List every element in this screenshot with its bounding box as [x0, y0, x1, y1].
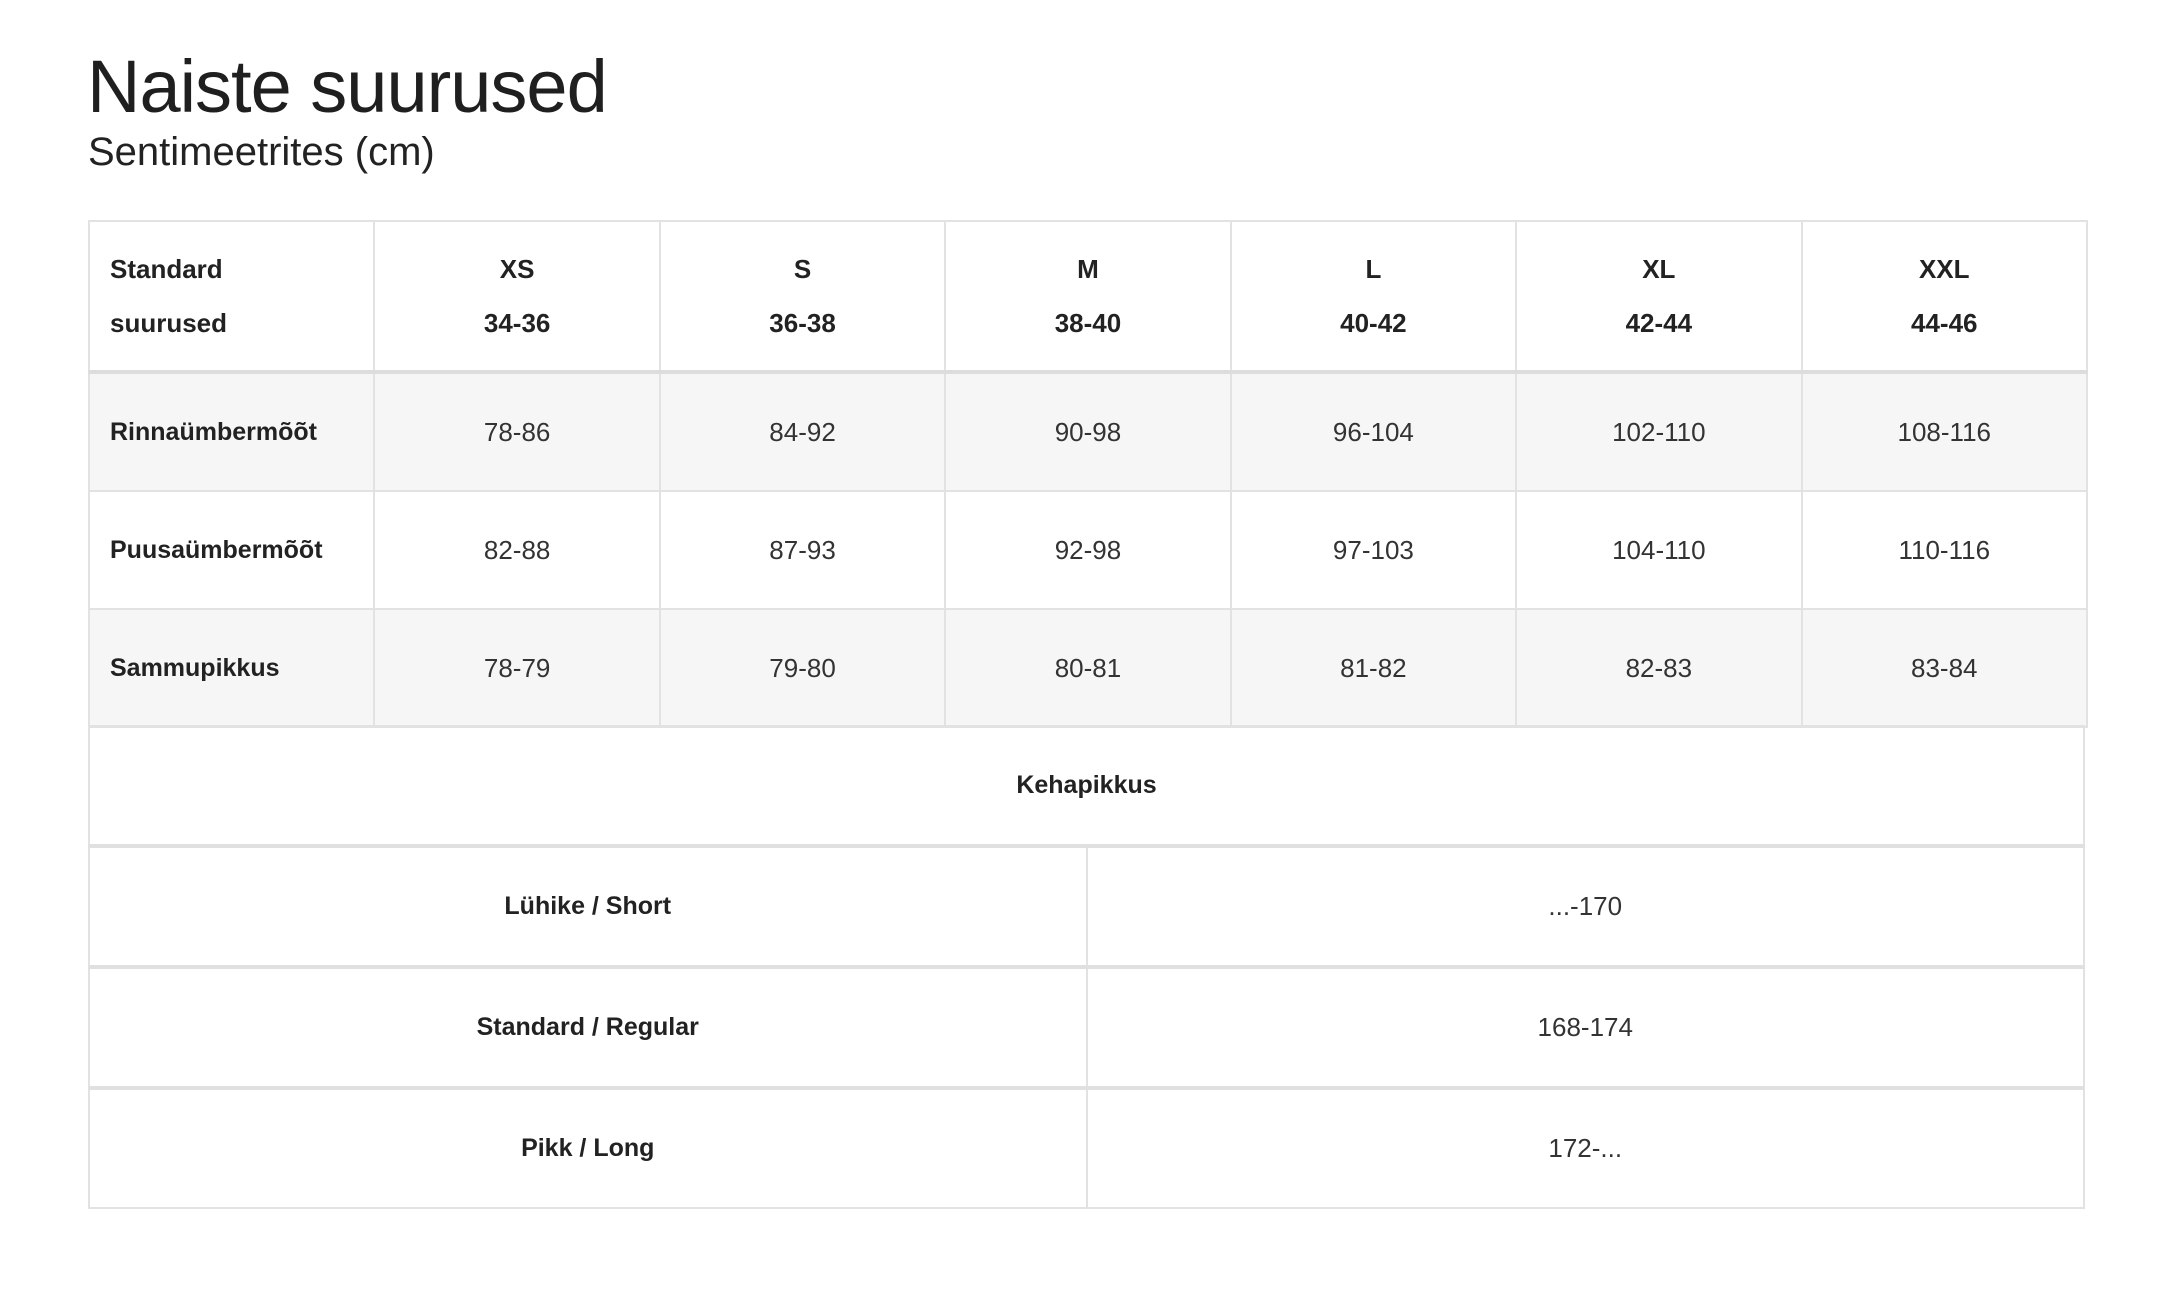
length-heading: Kehapikkus: [88, 725, 2085, 848]
table-row: Puusaümbermõõt 82-88 87-93 92-98 97-103 …: [87, 490, 2089, 610]
length-value: 168-174: [1085, 966, 2085, 1090]
header-size-xs: XS 34-36: [373, 220, 661, 374]
table-cell: 87-93: [658, 490, 947, 610]
length-label: Pikk / Long: [88, 1087, 1088, 1209]
table-cell: 96-104: [1229, 371, 1518, 492]
row-label: Puusaümbermõõt: [87, 490, 376, 610]
length-row: Pikk / Long 172-...: [88, 1087, 2085, 1209]
header-size-s: S 36-38: [658, 220, 947, 374]
row-label: Rinnaümbermõõt: [87, 371, 376, 492]
table-cell: 104-110: [1515, 490, 1803, 610]
page-title: Naiste suurused: [87, 45, 608, 128]
header-label-line2: suurused: [110, 308, 228, 338]
page-subtitle: Sentimeetrites (cm): [88, 130, 435, 174]
header-size-l: L 40-42: [1229, 220, 1518, 374]
table-cell: 92-98: [944, 490, 1232, 610]
table-row: Rinnaümbermõõt 78-86 84-92 90-98 96-104 …: [87, 371, 2089, 492]
length-label: Standard / Regular: [88, 966, 1088, 1090]
table-cell: 79-80: [658, 608, 947, 728]
length-value: ...-170: [1085, 845, 2085, 969]
table-cell: 83-84: [1800, 608, 2089, 728]
table-row: Sammupikkus 78-79 79-80 80-81 81-82 82-8…: [87, 608, 2089, 728]
table-cell: 108-116: [1800, 371, 2089, 492]
table-cell: 82-88: [373, 490, 661, 610]
table-cell: 81-82: [1229, 608, 1518, 728]
length-heading-row: Kehapikkus: [88, 725, 2085, 848]
header-size-m: M 38-40: [944, 220, 1232, 374]
table-cell: 78-86: [373, 371, 661, 492]
body-length-table: Kehapikkus Lühike / Short ...-170 Standa…: [88, 725, 2085, 1209]
table-header-row: Standard suurused XS 34-36 S 36-38 M 38-40 L…: [87, 220, 2089, 374]
header-label: Standard suurused: [87, 220, 376, 374]
table-cell: 82-83: [1515, 608, 1803, 728]
length-value: 172-...: [1085, 1087, 2085, 1209]
row-label: Sammupikkus: [87, 608, 376, 728]
table-cell: 84-92: [658, 371, 947, 492]
header-label-line1: Standard: [110, 254, 223, 284]
table-cell: 102-110: [1515, 371, 1803, 492]
table-cell: 97-103: [1229, 490, 1518, 610]
header-size-xl: XL 42-44: [1515, 220, 1803, 374]
table-cell: 90-98: [944, 371, 1232, 492]
length-row: Lühike / Short ...-170: [88, 845, 2085, 969]
table-cell: 78-79: [373, 608, 661, 728]
header-size-xxl: XXL 44-46: [1800, 220, 2089, 374]
table-cell: 110-116: [1800, 490, 2089, 610]
length-row: Standard / Regular 168-174: [88, 966, 2085, 1090]
size-chart-table: Standard suurused XS 34-36 S 36-38 M 38-40 L…: [87, 220, 2089, 728]
table-cell: 80-81: [944, 608, 1232, 728]
length-label: Lühike / Short: [88, 845, 1088, 969]
